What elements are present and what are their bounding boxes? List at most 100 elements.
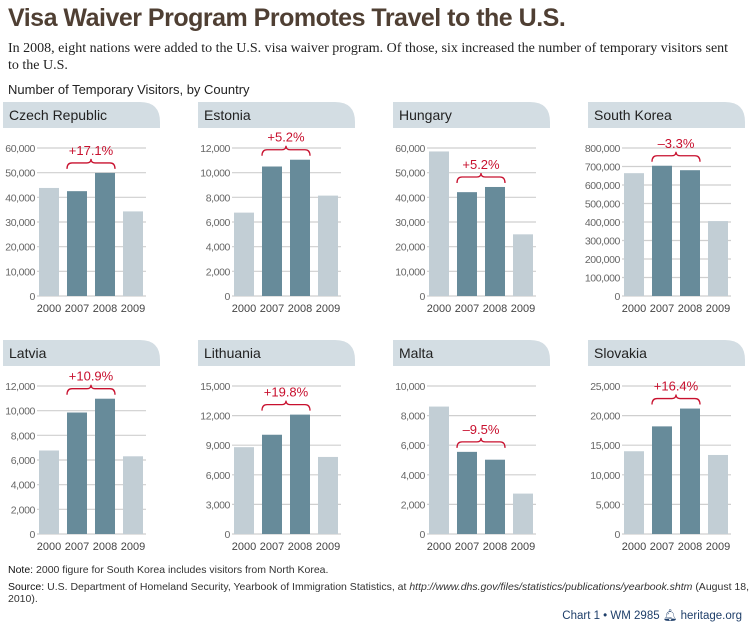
chart-subtitle: In 2008, eight nations were added to the… [8,41,729,73]
x-tick-label: 2007 [455,541,479,553]
y-tick-label: 20,000 [5,242,35,254]
y-tick-label: 0 [615,291,621,303]
panel-header [198,102,355,128]
y-tick-label: 9,000 [206,440,231,452]
x-tick-label: 2007 [650,303,674,315]
y-tick-label: 600,000 [585,180,621,192]
panel-header [588,102,745,128]
bar-2008 [485,459,505,534]
panel-lithuania: Lithuania 0 3,000 6,000 9,000 12,000 15,000 200… [195,338,390,568]
credit-site[interactable]: heritage.org [680,610,742,622]
panel-czech-republic: Czech Republic 0 10,000 20,000 30,000 40,000 5… [0,100,195,330]
panel-title: Estonia [204,107,251,123]
x-tick-label: 2000 [622,303,646,315]
bar-2009 [318,195,338,296]
bar-2000 [624,173,644,296]
bar-2000 [39,187,59,296]
bar-2007 [262,166,282,296]
change-bracket [651,394,701,405]
change-label: +10.9% [69,369,114,384]
y-tick-label: 10,000 [395,266,425,278]
source-url[interactable]: http://www.dhs.gov/files/statistics/publ… [409,581,693,593]
y-tick-label: 10,000 [5,266,35,278]
bar-2009 [123,456,143,534]
change-bracket [261,145,311,156]
x-tick-label: 2008 [678,303,702,315]
y-tick-label: 50,000 [5,168,35,180]
y-tick-label: 2,000 [401,499,426,511]
x-tick-label: 2008 [483,303,507,315]
y-tick-label: 4,000 [11,480,36,492]
source-date: (August 18, 2010). [8,581,750,605]
y-tick-label: 0 [615,529,621,541]
panel-header [393,102,550,128]
x-tick-label: 2007 [65,541,89,553]
chart-credit: Chart 1 • WM 2985 🔔︎ heritage.org [562,608,742,622]
y-tick-label: 10,000 [5,406,35,418]
panel-slovakia: Slovakia 0 5,000 10,000 15,000 20,000 25,000 20… [585,338,750,568]
y-tick-label: 15,000 [200,381,230,393]
change-label: +16.4% [654,379,699,394]
bar-2007 [67,191,87,296]
bar-2008 [290,159,310,296]
y-tick-label: 10,000 [395,381,425,393]
bar-2008 [290,414,310,534]
x-tick-label: 2009 [511,541,535,553]
chart-title: Visa Waiver Program Promotes Travel to t… [8,4,566,32]
change-label: –3.3% [658,136,695,151]
x-tick-label: 2000 [37,303,61,315]
bar-2009 [513,234,533,296]
x-tick-label: 2009 [121,303,145,315]
change-bracket [66,158,116,169]
y-tick-label: 40,000 [5,192,35,204]
y-tick-label: 200,000 [585,254,621,266]
y-tick-label: 0 [225,291,231,303]
x-tick-label: 2009 [316,303,340,315]
x-tick-label: 2008 [483,541,507,553]
panel-latvia: Latvia 0 2,000 4,000 6,000 8,000 10,000 12,000 2… [0,338,195,568]
bar-2007 [457,192,477,296]
y-tick-label: 12,000 [5,381,35,393]
bar-2000 [234,212,254,296]
panel-header [3,102,160,128]
bar-2007 [67,412,87,534]
bar-2007 [262,434,282,534]
y-tick-label: 3,000 [206,499,231,511]
change-bracket [651,151,701,162]
y-tick-label: 20,000 [395,242,425,254]
y-tick-label: 0 [30,291,36,303]
y-tick-label: 6,000 [401,440,426,452]
panel-malta: Malta 0 2,000 4,000 6,000 8,000 10,000 2000 2007… [390,338,585,568]
change-bracket [456,172,506,183]
panel-header [393,340,550,366]
x-tick-label: 2007 [260,303,284,315]
source-label: Source: [8,581,45,593]
x-tick-label: 2007 [650,541,674,553]
bar-2000 [624,451,644,534]
y-tick-label: 10,000 [590,470,620,482]
panel-title: Malta [399,345,433,361]
y-tick-label: 800,000 [585,143,621,155]
bar-2009 [513,493,533,534]
y-tick-label: 2,000 [206,266,231,278]
bar-2000 [234,447,254,534]
bar-2007 [652,426,672,534]
x-tick-label: 2007 [260,541,284,553]
y-tick-label: 0 [420,291,426,303]
change-label: –9.5% [463,422,500,437]
y-tick-label: 0 [420,529,426,541]
x-tick-label: 2009 [121,541,145,553]
y-tick-label: 4,000 [206,242,231,254]
x-tick-label: 2008 [288,541,312,553]
y-axis-label: Number of Temporary Visitors, by Country [8,82,250,97]
y-tick-label: 0 [225,529,231,541]
x-tick-label: 2000 [37,541,61,553]
change-label: +5.2% [462,157,500,172]
y-tick-label: 25,000 [590,381,620,393]
y-tick-label: 6,000 [206,217,231,229]
y-tick-label: 100,000 [585,273,621,285]
x-tick-label: 2008 [93,541,117,553]
y-tick-label: 20,000 [590,411,620,423]
bar-2000 [429,151,449,296]
